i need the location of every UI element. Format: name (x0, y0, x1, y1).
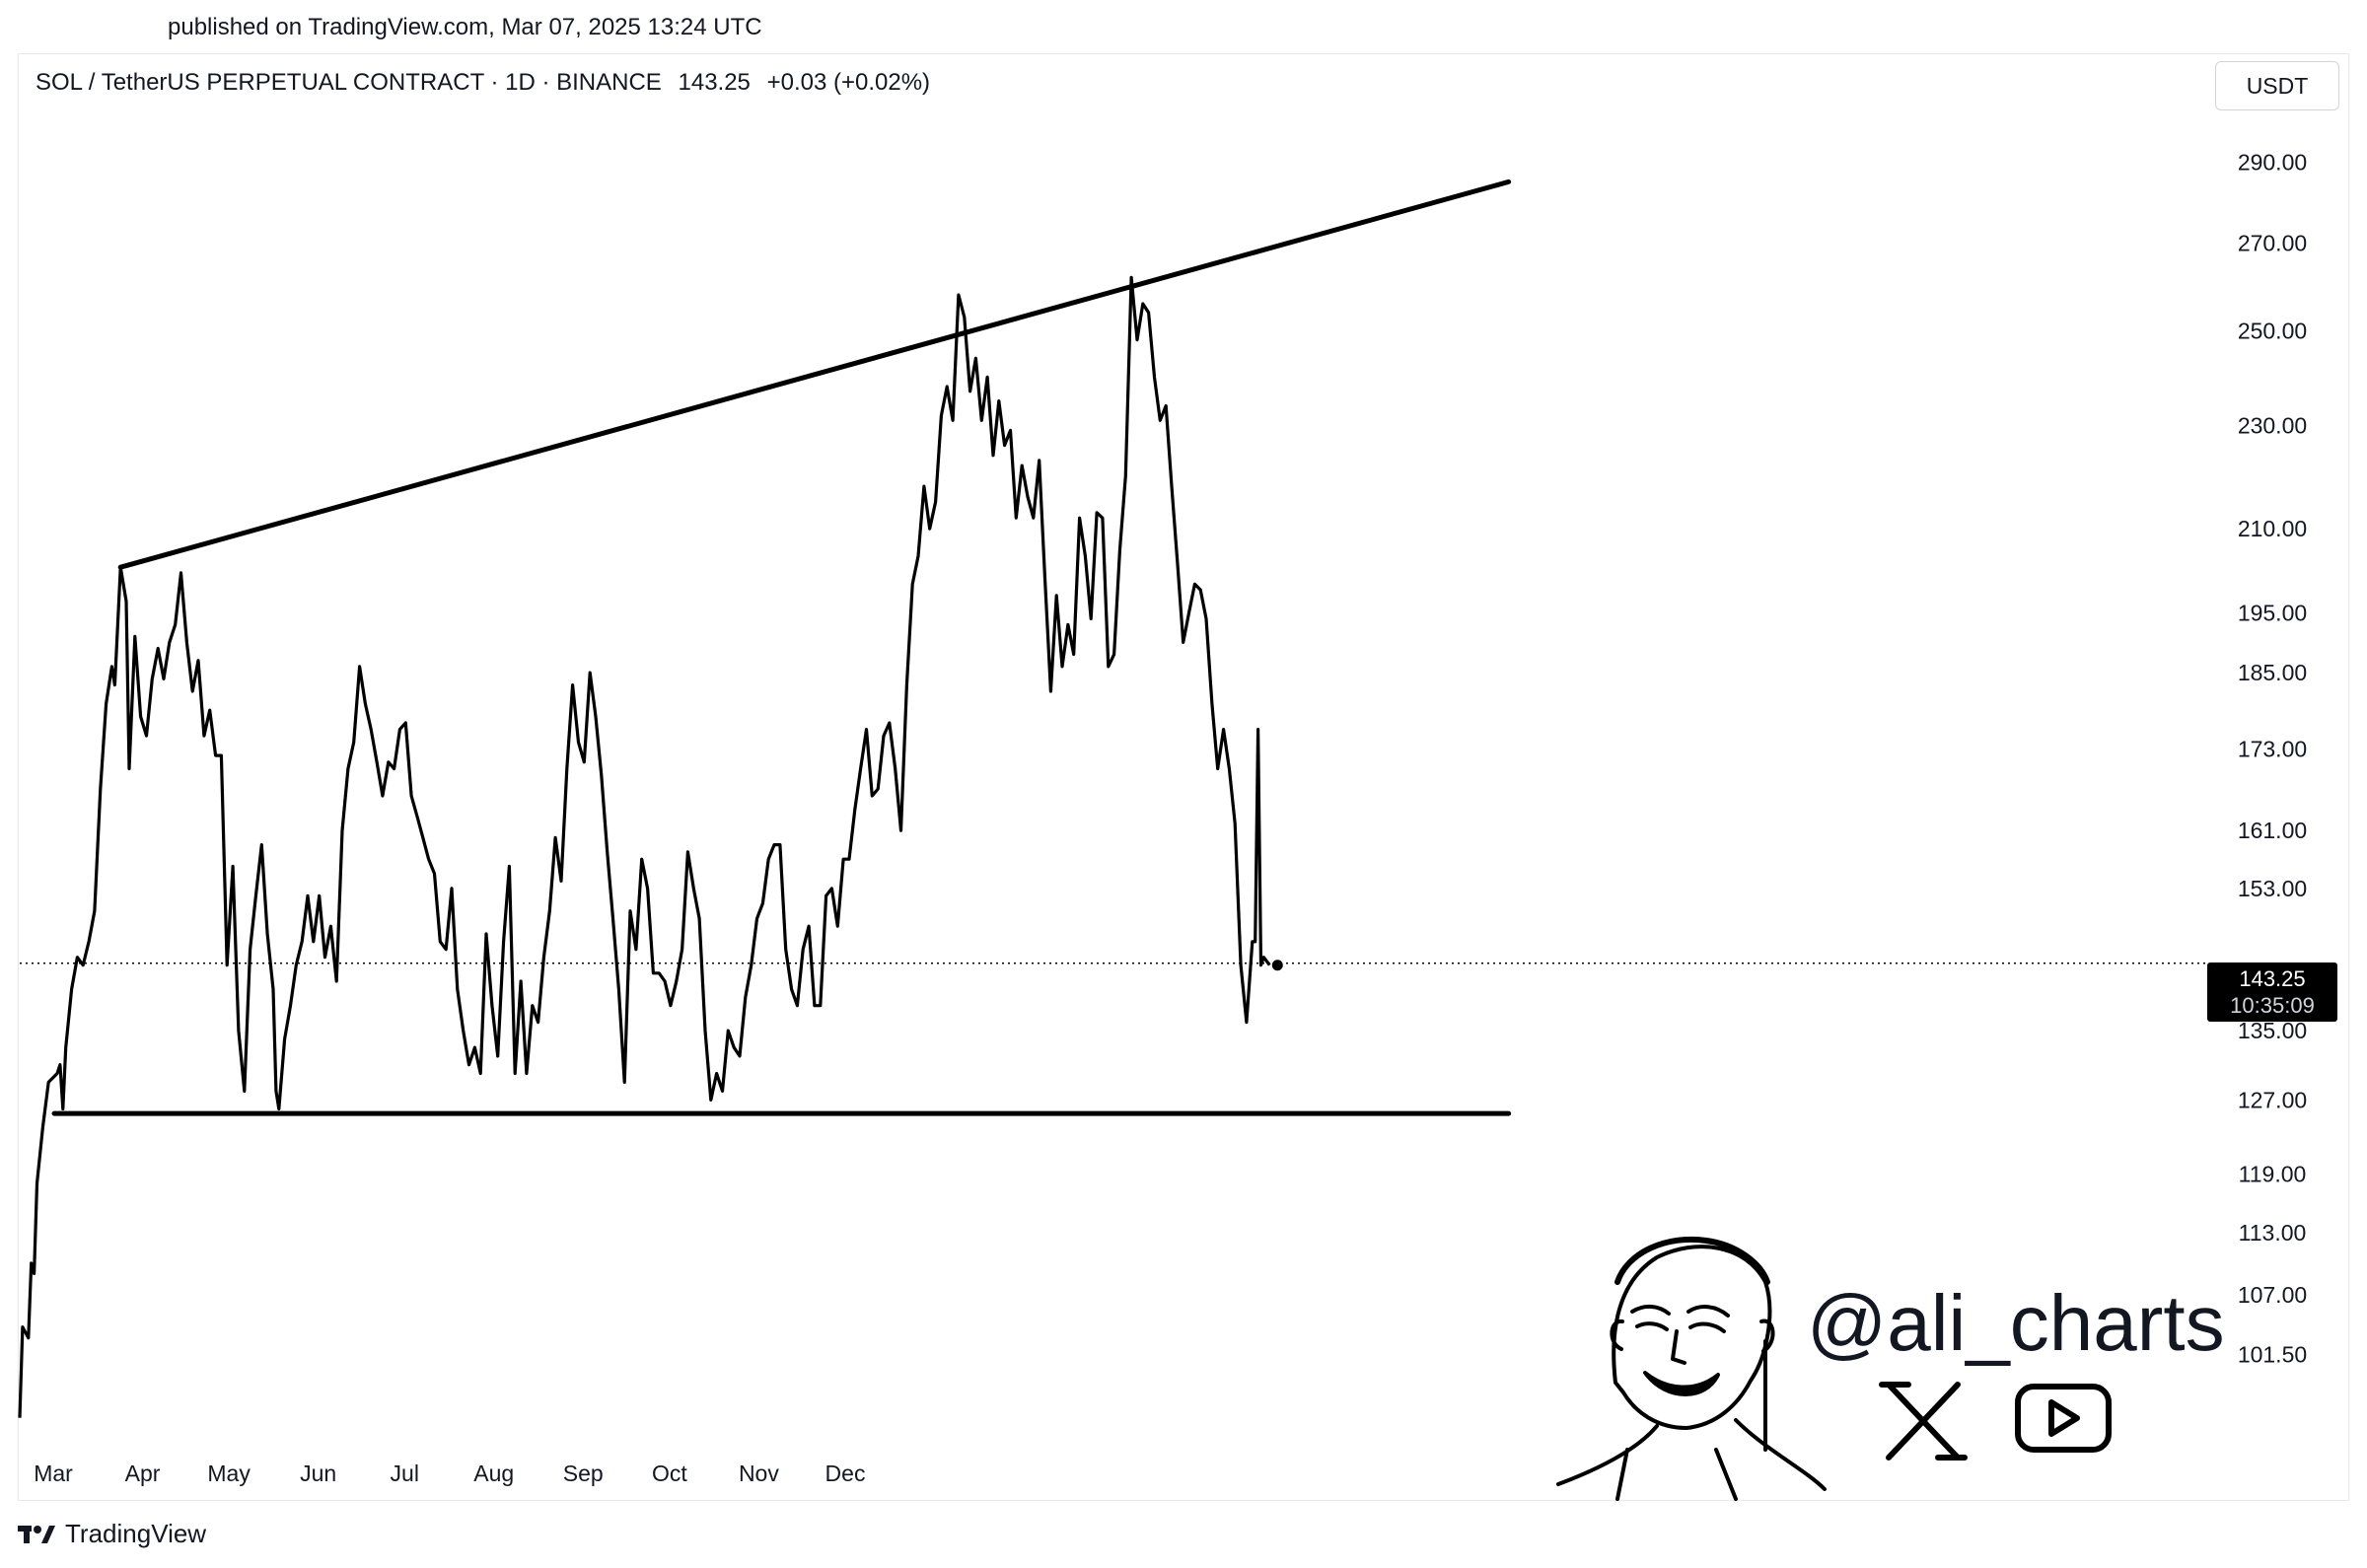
price-series-line (18, 275, 1271, 1418)
y-tick-label: 210.00 (2238, 516, 2307, 541)
avatar-face-icon (1556, 1236, 1827, 1501)
y-tick-label: 250.00 (2238, 318, 2307, 343)
y-tick-label: 135.00 (2238, 1018, 2307, 1043)
x-tick-label: Jun (300, 1461, 336, 1486)
currency-button[interactable]: USDT (2215, 61, 2339, 110)
watermark-handle: @ali_charts (1807, 1279, 2225, 1367)
y-tick-label: 127.00 (2238, 1087, 2307, 1112)
x-tick-label: Apr (125, 1461, 161, 1486)
x-tick-label: Mar (34, 1461, 73, 1486)
y-tick-label: 195.00 (2238, 600, 2307, 625)
current-price-badge: 143.25 10:35:09 (2207, 962, 2337, 1022)
y-tick-label: 270.00 (2238, 231, 2307, 256)
x-tick-label: Nov (739, 1461, 779, 1486)
x-tick-label: May (207, 1461, 251, 1486)
y-tick-label: 119.00 (2239, 1161, 2307, 1186)
x-tick-label: Jul (391, 1461, 419, 1486)
x-logo-icon (1879, 1382, 1968, 1461)
y-tick-label: 185.00 (2238, 660, 2307, 685)
last-price-label: 143.25 (678, 69, 751, 96)
resistance-trendline[interactable] (117, 178, 1512, 570)
symbol-header: SOL / TetherUS PERPETUAL CONTRACT · 1D ·… (36, 69, 940, 97)
y-tick-label: 153.00 (2238, 876, 2307, 901)
trendline-layer (51, 178, 1512, 1116)
badge-countdown: 10:35:09 (2230, 993, 2315, 1018)
y-tick-label: 161.00 (2238, 818, 2307, 843)
chart-pane[interactable] (18, 53, 2349, 1501)
last-price-point (1271, 960, 1283, 971)
x-tick-label: Sep (563, 1461, 604, 1486)
y-tick-label: 173.00 (2238, 736, 2307, 761)
price-change-label: +0.03 (+0.02%) (766, 69, 931, 96)
x-tick-label: Dec (825, 1461, 866, 1486)
footer-brand: TradingView (65, 1519, 207, 1548)
published-caption: published on TradingView.com, Mar 07, 20… (168, 14, 762, 40)
y-tick-label: 290.00 (2238, 149, 2307, 175)
y-tick-label: 113.00 (2239, 1220, 2307, 1246)
y-tick-label: 107.00 (2238, 1282, 2307, 1308)
symbol-title[interactable]: SOL / TetherUS PERPETUAL CONTRACT · 1D ·… (36, 69, 662, 96)
x-axis: Mar Apr May Jun Jul Aug Sep Oct Nov Dec (34, 1461, 865, 1486)
tradingview-logo-icon (18, 1525, 55, 1543)
y-tick-label: 230.00 (2238, 412, 2307, 438)
y-tick-label: 101.50 (2238, 1342, 2307, 1368)
x-tick-label: Aug (473, 1461, 514, 1486)
y-axis: 290.00 270.00 250.00 230.00 210.00 195.00 185.… (2238, 149, 2307, 1367)
youtube-icon (2015, 1384, 2112, 1453)
series-layer (18, 275, 1283, 1418)
tradingview-footer[interactable]: TradingView (18, 1519, 206, 1549)
badge-price: 143.25 (2239, 966, 2306, 991)
x-tick-label: Oct (652, 1461, 687, 1486)
avatar (1556, 1236, 2112, 1501)
